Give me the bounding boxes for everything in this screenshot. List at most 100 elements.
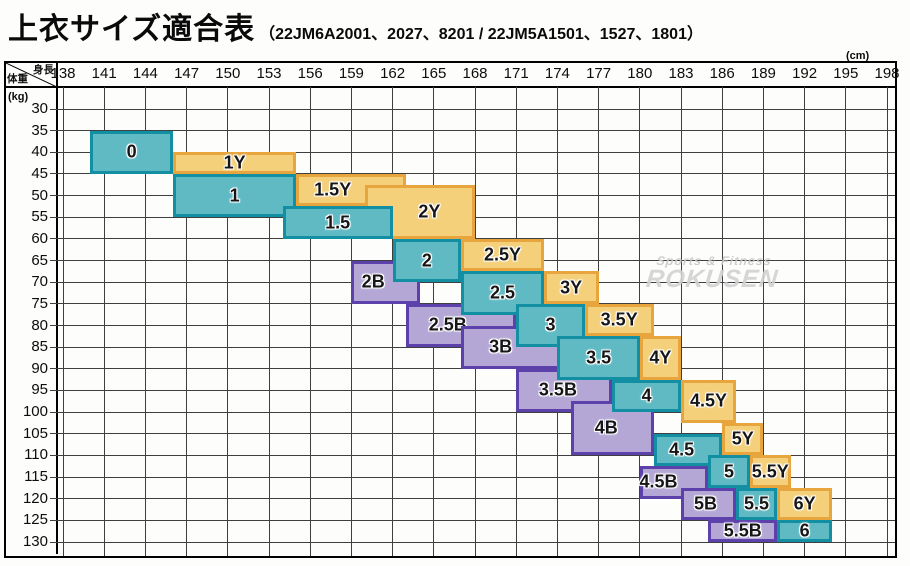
x-tick-label: 198: [874, 65, 900, 82]
size-label: 5.5B: [723, 520, 762, 541]
table-frame: [4, 61, 897, 558]
size-label: 1: [229, 185, 240, 206]
size-block-4Y: 4Y: [639, 336, 681, 380]
size-label: 2.5Y: [483, 244, 521, 265]
size-block-0: 0: [90, 130, 173, 174]
y-tick-label: 120: [22, 489, 48, 507]
gridline-vertical: [886, 87, 888, 556]
gridline-vertical: [62, 87, 64, 556]
y-axis-tick: [50, 346, 57, 348]
size-block-5.5B: 5.5B: [708, 520, 778, 542]
size-label: 4B: [594, 417, 618, 438]
size-block-5B: 5B: [681, 487, 736, 521]
chart-title: 上衣サイズ適合表: [8, 13, 256, 46]
gridline-vertical: [721, 87, 723, 556]
size-label: 1Y: [223, 152, 246, 173]
y-axis-tick: [50, 238, 57, 240]
gridline-horizontal: [57, 195, 895, 197]
y-axis-tick: [50, 541, 57, 543]
gridline-vertical: [804, 87, 806, 556]
x-tick-label: 147: [174, 65, 200, 82]
x-tick-label: 168: [462, 65, 488, 82]
gridline-horizontal: [57, 173, 895, 175]
size-label: 5: [724, 461, 735, 482]
x-axis-unit: (cm): [846, 50, 870, 62]
size-block-5Y: 5Y: [722, 422, 764, 456]
x-tick-label: 195: [833, 65, 859, 82]
size-label: 2.5: [489, 282, 515, 303]
x-tick-label: 171: [503, 65, 529, 82]
gridline-vertical: [350, 87, 352, 556]
y-axis-tick: [50, 368, 57, 370]
size-block-1: 1: [172, 173, 297, 218]
size-label: 3.5B: [538, 379, 577, 400]
size-label: 2Y: [418, 201, 441, 222]
y-axis-tick: [50, 151, 57, 153]
gridline-horizontal: [57, 476, 895, 478]
y-tick-label: 110: [24, 446, 48, 464]
y-tick-label: 70: [31, 273, 48, 291]
size-label: 4.5Y: [689, 390, 727, 411]
y-axis-tick: [50, 389, 57, 391]
gridline-horizontal: [57, 216, 895, 218]
size-label: 5Y: [731, 428, 754, 449]
x-tick-label: 189: [750, 65, 776, 82]
x-tick-label: 177: [586, 65, 612, 82]
gridline-vertical: [103, 87, 105, 556]
y-axis-tick: [50, 454, 57, 456]
size-block-3Y: 3Y: [543, 271, 599, 304]
x-tick-label: 180: [627, 65, 653, 82]
y-axis-tick: [50, 173, 57, 175]
size-block-5: 5: [708, 455, 750, 488]
y-axis-tick: [50, 195, 57, 197]
size-block-4.5Y: 4.5Y: [681, 379, 736, 423]
y-axis-tick: [50, 260, 57, 262]
size-block-2: 2: [392, 238, 462, 283]
gridline-vertical: [268, 87, 270, 556]
size-block-1.5: 1.5: [282, 206, 393, 239]
x-tick-label: 153: [256, 65, 282, 82]
chart-title-product-codes: （22JM6A2001、2027、8201 / 22JM5A1501、1527、…: [259, 26, 703, 43]
gridline-vertical: [227, 87, 229, 556]
x-tick-label: 183: [668, 65, 694, 82]
x-tick-label: 144: [132, 65, 158, 82]
size-label: 6Y: [793, 493, 816, 514]
y-tick-label: 115: [24, 468, 48, 486]
x-tick-label: 165: [421, 65, 447, 82]
size-label: 2: [421, 250, 432, 271]
x-tick-label: 141: [91, 65, 117, 82]
page-title: 上衣サイズ適合表 （22JM6A2001、2027、8201 / 22JM5A1…: [8, 4, 703, 48]
size-label: 3: [545, 314, 556, 335]
x-axis-title: 身長: [33, 64, 54, 76]
size-label: 0: [126, 141, 137, 162]
x-tick-label: 186: [709, 65, 735, 82]
gridline-horizontal: [57, 108, 895, 110]
gridline-vertical: [144, 87, 146, 556]
gridline-vertical: [680, 87, 682, 556]
size-label: 2.5B: [428, 314, 467, 335]
gridline-vertical: [309, 87, 311, 556]
y-axis-tick: [50, 281, 57, 283]
y-axis-tick: [50, 433, 57, 435]
size-block-6Y: 6Y: [777, 487, 833, 521]
y-tick-label: 40: [31, 143, 48, 161]
size-label: 4: [641, 385, 652, 406]
gridline-horizontal: [57, 130, 895, 132]
x-tick-label: 174: [544, 65, 570, 82]
y-tick-label: 105: [22, 424, 48, 442]
size-label: 2B: [361, 271, 385, 292]
y-tick-label: 60: [31, 229, 48, 247]
header-row-divider: [4, 86, 895, 88]
y-tick-label: 125: [22, 511, 48, 529]
x-tick-label: 138: [50, 65, 76, 82]
y-axis-tick: [50, 498, 57, 500]
size-label: 5.5Y: [751, 461, 789, 482]
y-tick-label: 80: [31, 316, 48, 334]
gridline-horizontal: [57, 541, 895, 543]
corner-header-cell: 身長 体重: [4, 62, 58, 88]
y-tick-label: 75: [31, 294, 48, 312]
y-tick-label: 55: [31, 208, 48, 226]
gridline-vertical: [845, 87, 847, 556]
y-tick-label: 45: [31, 164, 48, 182]
